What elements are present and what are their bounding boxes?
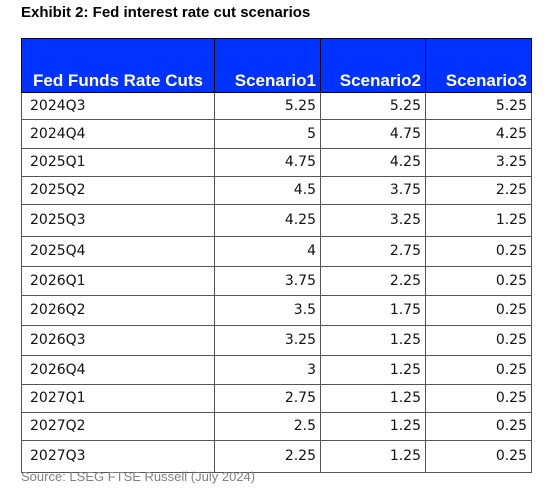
scenario2-rate-cell: 5.25	[320, 92, 426, 120]
quarter-cell: 2026Q2	[21, 295, 215, 326]
scenario1-rate-cell: 5.25	[214, 92, 321, 120]
scenario1-rate-cell: 3.75	[214, 266, 321, 296]
scenario3-rate-cell: 0.25	[425, 266, 532, 296]
scenario3-rate-cell: 0.25	[425, 325, 532, 356]
scenario1-rate-cell: 2.25	[214, 440, 321, 473]
table-row: 2026Q1 3.75 2.25 0.25	[21, 266, 532, 296]
scenario1-rate-cell: 4.75	[214, 148, 321, 177]
table-row: 2024Q3 5.25 5.25 5.25	[21, 92, 532, 120]
table-row: 2026Q3 3.25 1.25 0.25	[21, 325, 532, 356]
quarter-cell: 2027Q1	[21, 384, 215, 413]
table-row: 2026Q4 3 1.25 0.25	[21, 355, 532, 385]
scenario3-rate-cell: 1.25	[425, 204, 532, 237]
quarter-cell: 2027Q2	[21, 412, 215, 441]
scenario2-rate-cell: 1.25	[320, 440, 426, 473]
scenario1-rate-cell: 4.5	[214, 176, 321, 205]
scenario3-rate-cell: 0.25	[425, 236, 532, 267]
scenario1-rate-cell: 5	[214, 119, 321, 149]
quarter-cell: 2025Q2	[21, 176, 215, 205]
quarter-cell: 2026Q4	[21, 355, 215, 385]
scenario3-rate-cell: 0.25	[425, 295, 532, 326]
scenario1-rate-cell: 2.75	[214, 384, 321, 413]
header-scenario1: Scenario1	[214, 38, 321, 93]
scenario3-rate-cell: 5.25	[425, 92, 532, 120]
scenario3-rate-cell: 0.25	[425, 384, 532, 413]
quarter-cell: 2027Q3	[21, 440, 215, 473]
scenario2-rate-cell: 3.25	[320, 204, 426, 237]
scenario3-rate-cell: 0.25	[425, 355, 532, 385]
scenario1-rate-cell: 3.25	[214, 325, 321, 356]
table-row: 2024Q4 5 4.75 4.25	[21, 119, 532, 149]
table-row: 2025Q3 4.25 3.25 1.25	[21, 204, 532, 237]
table-header-row: Fed Funds Rate Cuts Scenario1 Scenario2 …	[21, 38, 532, 93]
scenario2-rate-cell: 2.75	[320, 236, 426, 267]
scenario1-rate-cell: 2.5	[214, 412, 321, 441]
table-row: 2027Q1 2.75 1.25 0.25	[21, 384, 532, 413]
scenario3-rate-cell: 0.25	[425, 440, 532, 473]
header-scenario2: Scenario2	[320, 38, 426, 93]
scenario3-rate-cell: 3.25	[425, 148, 532, 177]
quarter-cell: 2026Q3	[21, 325, 215, 356]
header-fed-funds-rate-cuts: Fed Funds Rate Cuts	[21, 38, 215, 93]
scenario1-rate-cell: 3.5	[214, 295, 321, 326]
scenario2-rate-cell: 1.25	[320, 325, 426, 356]
exhibit-title: Exhibit 2: Fed interest rate cut scenari…	[21, 4, 311, 21]
scenario2-rate-cell: 4.75	[320, 119, 426, 149]
scenario2-rate-cell: 1.25	[320, 384, 426, 413]
scenario2-rate-cell: 3.75	[320, 176, 426, 205]
quarter-cell: 2024Q3	[21, 92, 215, 120]
scenario1-rate-cell: 4	[214, 236, 321, 267]
quarter-cell: 2025Q4	[21, 236, 215, 267]
rate-scenarios-table: Fed Funds Rate Cuts Scenario1 Scenario2 …	[21, 38, 532, 473]
header-scenario3: Scenario3	[425, 38, 532, 93]
table-row: 2027Q2 2.5 1.25 0.25	[21, 412, 532, 441]
table-row: 2025Q2 4.5 3.75 2.25	[21, 176, 532, 205]
scenario1-rate-cell: 4.25	[214, 204, 321, 237]
table-row: 2026Q2 3.5 1.75 0.25	[21, 295, 532, 326]
scenario3-rate-cell: 0.25	[425, 412, 532, 441]
scenario1-rate-cell: 3	[214, 355, 321, 385]
quarter-cell: 2025Q1	[21, 148, 215, 177]
scenario2-rate-cell: 4.25	[320, 148, 426, 177]
scenario3-rate-cell: 4.25	[425, 119, 532, 149]
table-body: 2024Q3 5.25 5.25 5.25 2024Q4 5 4.75 4.25 2025Q1 4…	[21, 92, 532, 473]
quarter-cell: 2025Q3	[21, 204, 215, 237]
quarter-cell: 2026Q1	[21, 266, 215, 296]
source-note: Source: LSEG FTSE Russell (July 2024)	[21, 469, 256, 484]
scenario2-rate-cell: 2.25	[320, 266, 426, 296]
scenario2-rate-cell: 1.75	[320, 295, 426, 326]
table-row: 2027Q3 2.25 1.25 0.25	[21, 440, 532, 473]
scenario2-rate-cell: 1.25	[320, 355, 426, 385]
quarter-cell: 2024Q4	[21, 119, 215, 149]
table-row: 2025Q1 4.75 4.25 3.25	[21, 148, 532, 177]
scenario2-rate-cell: 1.25	[320, 412, 426, 441]
scenario3-rate-cell: 2.25	[425, 176, 532, 205]
table-row: 2025Q4 4 2.75 0.25	[21, 236, 532, 267]
